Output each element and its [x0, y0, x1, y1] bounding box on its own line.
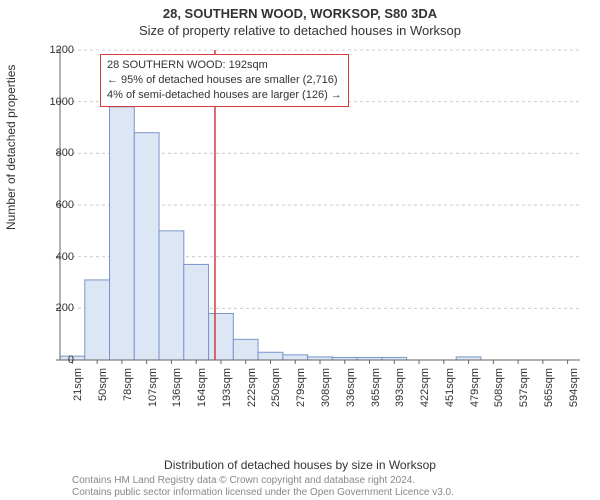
x-tick-label: 222sqm: [246, 368, 258, 428]
x-tick-label: 50sqm: [97, 368, 109, 428]
x-tick-label: 594sqm: [568, 368, 580, 428]
footnote-2: Contains public sector information licen…: [72, 487, 454, 498]
histogram-bar: [258, 352, 283, 360]
y-tick-label: 1000: [44, 96, 74, 108]
x-tick-label: 193sqm: [221, 368, 233, 428]
y-tick-label: 800: [44, 147, 74, 159]
x-tick-label: 78sqm: [122, 368, 134, 428]
x-tick-label: 279sqm: [295, 368, 307, 428]
x-tick-label: 565sqm: [543, 368, 555, 428]
histogram-bar: [134, 133, 159, 360]
chart-container: 28, SOUTHERN WOOD, WORKSOP, S80 3DA Size…: [0, 0, 600, 500]
x-tick-label: 21sqm: [72, 368, 84, 428]
annotation-line2: ← 95% of detached houses are smaller (2,…: [107, 73, 342, 88]
x-tick-label: 308sqm: [320, 368, 332, 428]
histogram-bar: [184, 264, 209, 360]
x-tick-label: 451sqm: [444, 368, 456, 428]
y-tick-label: 200: [44, 302, 74, 314]
x-tick-label: 479sqm: [469, 368, 481, 428]
y-tick-label: 400: [44, 251, 74, 263]
histogram-bar: [209, 314, 234, 361]
chart-area: 28 SOUTHERN WOOD: 192sqm ← 95% of detach…: [60, 50, 580, 410]
annotation-line3: 4% of semi-detached houses are larger (1…: [107, 88, 342, 103]
annotation-line1: 28 SOUTHERN WOOD: 192sqm: [107, 58, 342, 73]
x-tick-label: 336sqm: [345, 368, 357, 428]
x-tick-label: 365sqm: [370, 368, 382, 428]
x-axis-label: Distribution of detached houses by size …: [0, 458, 600, 472]
histogram-bar: [85, 280, 110, 360]
x-tick-label: 422sqm: [419, 368, 431, 428]
x-tick-label: 508sqm: [493, 368, 505, 428]
x-tick-label: 250sqm: [270, 368, 282, 428]
y-axis-label: Number of detached properties: [4, 65, 18, 230]
y-tick-label: 0: [44, 354, 74, 366]
page-subtitle: Size of property relative to detached ho…: [0, 21, 600, 38]
x-tick-label: 136sqm: [171, 368, 183, 428]
x-tick-label: 107sqm: [147, 368, 159, 428]
page-title: 28, SOUTHERN WOOD, WORKSOP, S80 3DA: [0, 0, 600, 21]
annotation-box: 28 SOUTHERN WOOD: 192sqm ← 95% of detach…: [100, 54, 349, 107]
histogram-bar: [110, 107, 135, 360]
histogram-bar: [283, 355, 308, 360]
y-tick-label: 600: [44, 199, 74, 211]
x-tick-label: 164sqm: [196, 368, 208, 428]
x-tick-label: 393sqm: [394, 368, 406, 428]
histogram-bar: [159, 231, 184, 360]
x-tick-label: 537sqm: [518, 368, 530, 428]
histogram-bar: [233, 339, 258, 360]
footnote-1: Contains HM Land Registry data © Crown c…: [72, 475, 415, 486]
y-tick-label: 1200: [44, 44, 74, 56]
